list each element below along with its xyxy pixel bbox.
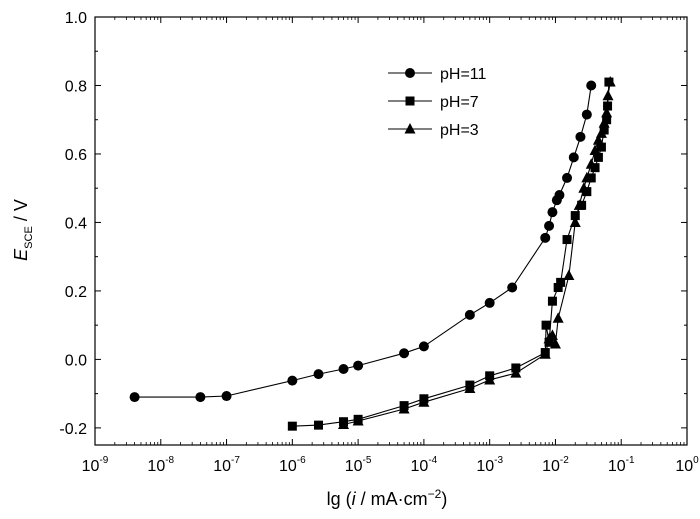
data-point xyxy=(540,232,551,243)
plot-border xyxy=(94,16,688,446)
data-point xyxy=(595,127,607,138)
legend-label: pH=7 xyxy=(440,94,479,111)
y-tick-label: 0.4 xyxy=(65,215,87,232)
data-point xyxy=(602,89,614,101)
data-point xyxy=(586,173,596,183)
x-tick-label: 10-1 xyxy=(608,455,635,475)
data-point xyxy=(604,76,616,87)
data-point xyxy=(562,172,573,183)
data-point xyxy=(287,421,297,431)
x-tick-label: 10-4 xyxy=(411,455,438,475)
legend-item: pH=3 xyxy=(388,122,479,139)
x-tick-label: 10-3 xyxy=(476,455,503,475)
x-tick-label: 10-6 xyxy=(279,455,306,475)
data-point xyxy=(570,211,580,221)
legend: pH=11 pH=7 pH=3 xyxy=(388,66,487,139)
data-point xyxy=(221,391,232,402)
legend-label: pH=11 xyxy=(440,66,487,83)
legend-marker xyxy=(405,96,415,106)
y-tick-label: 0.6 xyxy=(65,147,87,164)
data-point xyxy=(338,363,349,374)
y-tick-label: 0.0 xyxy=(65,352,87,369)
data-point xyxy=(546,329,558,340)
series-circle xyxy=(129,80,597,403)
data-point xyxy=(581,109,592,120)
data-point xyxy=(593,152,603,162)
data-point xyxy=(464,309,475,320)
data-point xyxy=(418,341,429,352)
data-point xyxy=(418,396,430,407)
data-point xyxy=(399,348,410,359)
legend-marker xyxy=(404,123,416,134)
data-point xyxy=(592,134,604,145)
data-point xyxy=(599,125,609,135)
x-tick-label: 10-8 xyxy=(147,455,174,475)
data-point xyxy=(352,415,364,426)
data-point xyxy=(573,199,585,210)
data-point xyxy=(507,282,518,293)
y-axis: -0.2 0.0 0.2 0.4 0.6 0.8 1.0 xyxy=(59,10,687,438)
series-triangle xyxy=(338,76,616,429)
x-tick-label: 10-5 xyxy=(345,455,372,475)
data-point xyxy=(552,312,564,323)
data-point xyxy=(578,182,590,193)
series-layer xyxy=(129,76,616,431)
data-point xyxy=(464,382,476,394)
data-point xyxy=(562,235,572,245)
y-tick-label: 0.2 xyxy=(65,284,87,301)
data-point xyxy=(539,348,551,359)
data-point xyxy=(287,375,298,386)
data-point xyxy=(563,269,575,281)
data-point xyxy=(549,337,561,349)
legend-item: pH=7 xyxy=(388,94,479,111)
x-tick-label: 10-7 xyxy=(213,455,240,475)
x-tick-label: 10-2 xyxy=(542,455,569,475)
data-point xyxy=(556,277,566,287)
y-axis-title: ESCE / V xyxy=(11,199,35,261)
data-point xyxy=(314,420,324,430)
legend-label: pH=3 xyxy=(440,122,479,139)
data-point xyxy=(484,297,495,308)
data-point xyxy=(569,216,581,227)
data-point xyxy=(547,207,558,218)
data-point xyxy=(544,220,555,231)
data-point xyxy=(484,373,496,385)
data-point xyxy=(195,392,206,403)
data-point xyxy=(601,106,613,118)
data-point xyxy=(398,403,410,414)
data-point xyxy=(353,360,364,371)
data-point xyxy=(568,152,579,163)
data-point xyxy=(510,367,522,378)
data-point xyxy=(589,144,601,156)
data-point xyxy=(585,158,597,169)
x-tick-label: 10-9 xyxy=(82,455,109,475)
x-tick-label: 100 xyxy=(675,455,699,475)
data-point xyxy=(598,117,610,128)
data-point xyxy=(541,320,551,330)
series-line xyxy=(134,85,592,398)
data-point xyxy=(586,80,597,91)
data-point xyxy=(581,171,593,183)
data-point xyxy=(129,392,140,403)
data-point xyxy=(575,131,586,142)
data-point xyxy=(596,142,606,152)
x-axis: 10-9 10-8 10-7 10-6 10-5 10-4 10-3 10-2 10-1 100 xyxy=(82,17,699,475)
y-tick-label: 0.8 xyxy=(65,78,87,95)
x-axis-title: lg (i / mA·cm−2) xyxy=(327,487,448,509)
data-point xyxy=(547,296,557,306)
y-tick-label: -0.2 xyxy=(59,421,87,438)
legend-item: pH=11 xyxy=(388,66,487,83)
data-point xyxy=(554,190,565,201)
plot-frame xyxy=(94,16,688,446)
data-point xyxy=(553,282,563,292)
y-tick-label: 1.0 xyxy=(65,10,87,27)
data-point xyxy=(313,369,324,380)
data-point xyxy=(602,115,612,125)
legend-marker xyxy=(405,68,415,78)
data-point xyxy=(338,418,350,429)
